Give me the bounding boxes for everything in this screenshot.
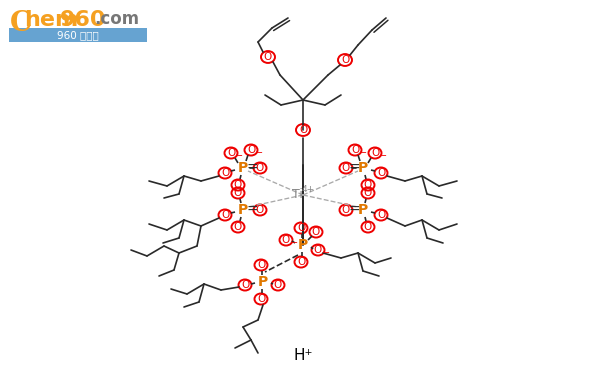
Text: O: O [312,227,320,237]
Text: −: − [255,148,264,158]
Text: O: O [297,223,305,233]
Text: O: O [351,145,359,155]
Text: O: O [314,245,322,255]
Text: O: O [264,52,272,62]
Text: C: C [10,10,32,37]
Text: P: P [298,238,308,252]
Text: O: O [371,148,379,158]
Text: H⁺: H⁺ [293,348,313,363]
Text: O: O [364,180,372,190]
FancyBboxPatch shape [9,28,147,42]
Text: O: O [274,280,282,290]
Text: hem: hem [24,10,78,30]
Text: O: O [241,280,249,290]
Text: .com: .com [94,10,139,28]
Text: O: O [364,188,372,198]
Text: =: = [246,203,258,217]
Text: O: O [234,222,242,232]
Text: P: P [258,275,268,289]
Text: O: O [221,210,229,220]
Text: P: P [238,161,248,175]
Text: 960: 960 [60,10,106,30]
Text: O: O [377,168,385,178]
Text: Ti: Ti [292,189,302,201]
Text: =: = [348,161,360,175]
Text: O: O [257,294,265,304]
Text: O: O [234,180,242,190]
Text: −: − [379,151,388,161]
Text: −: − [322,248,330,258]
Text: O: O [234,188,242,198]
Text: P: P [358,203,368,217]
Text: =: = [246,161,258,175]
Text: O: O [256,163,264,173]
Text: O: O [342,205,350,215]
Text: O: O [377,210,385,220]
Text: O: O [282,235,290,245]
Text: O: O [257,260,265,270]
Text: 4+: 4+ [301,186,315,195]
Text: O: O [299,125,307,135]
Text: −: − [235,151,244,161]
Text: O: O [341,55,349,65]
Text: O: O [364,222,372,232]
Text: P: P [238,203,248,217]
Text: =: = [348,203,360,217]
Text: −: − [359,148,368,158]
Text: 960 化工网: 960 化工网 [57,30,99,40]
Text: P: P [358,161,368,175]
Text: O: O [297,257,305,267]
Text: O: O [227,148,235,158]
Text: O: O [221,168,229,178]
Text: −: − [290,238,298,248]
Text: O: O [256,205,264,215]
Text: O: O [247,145,255,155]
Text: O: O [342,163,350,173]
